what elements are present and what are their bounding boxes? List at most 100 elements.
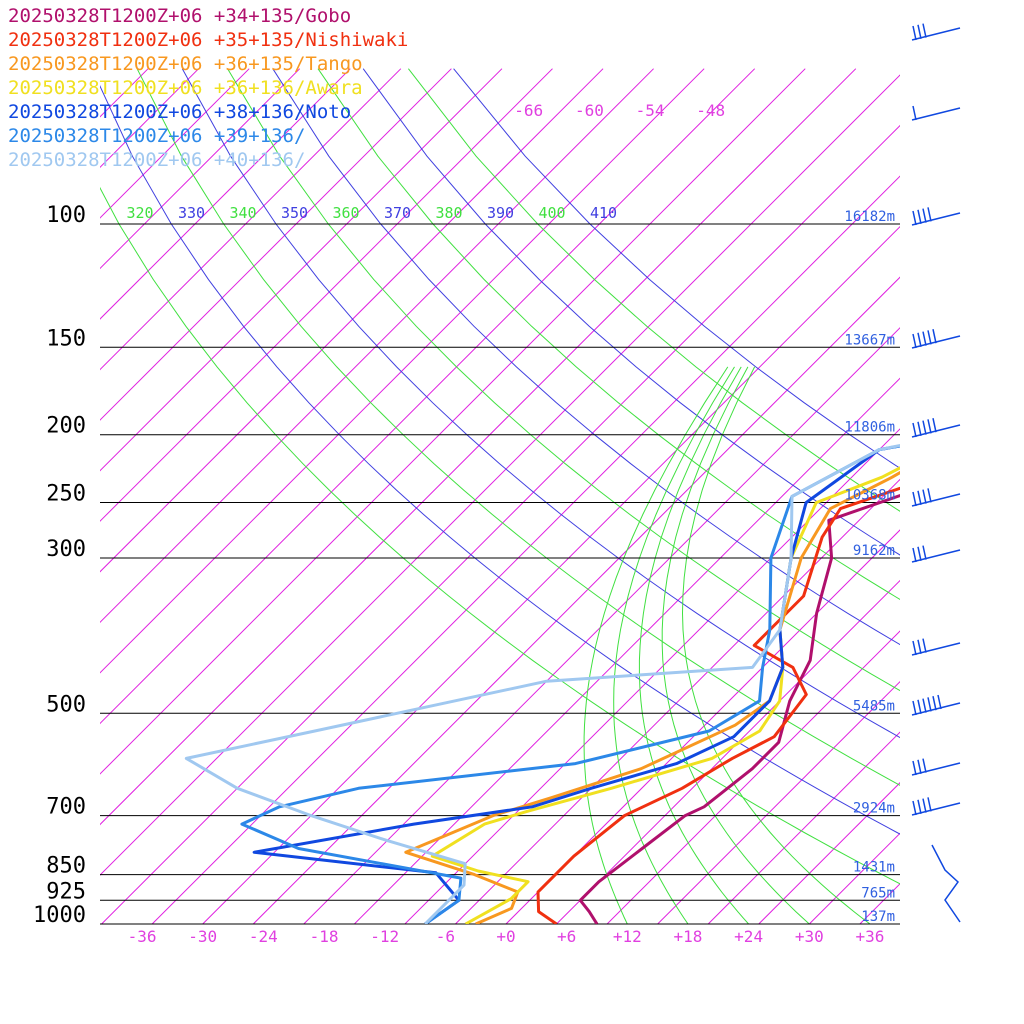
isotherm-line — [100, 68, 857, 826]
wind-barb-flag — [917, 699, 922, 714]
pressure-tick-label: 200 — [46, 414, 86, 439]
wind-barb — [911, 549, 961, 563]
isotherm-line — [505, 529, 900, 924]
isotherm-label: -54 — [636, 101, 665, 120]
wind-barb-flag — [922, 758, 927, 773]
isotherm-line — [100, 68, 553, 522]
isotherm-line — [100, 68, 250, 219]
wind-barb-flag — [917, 799, 922, 814]
isotherm-line — [100, 68, 301, 270]
isotherm-line — [100, 68, 654, 624]
theta-label: 360 — [332, 204, 359, 222]
wind-barb-flag — [922, 331, 927, 346]
wind-barb-flag — [922, 420, 927, 435]
height-label: 765m — [861, 885, 895, 901]
height-label: 9162m — [853, 543, 895, 559]
theta-label: 400 — [538, 204, 565, 222]
dry-adiabat-line — [136, 68, 900, 786]
isotherm-line — [404, 428, 900, 924]
legend-item: 20250328T1200Z+06 +40+136/ — [8, 149, 306, 171]
theta-label: 320 — [126, 204, 153, 222]
wind-barb-flag — [912, 333, 917, 349]
isotherm-line — [100, 68, 756, 725]
wind-barb-flag — [922, 638, 927, 653]
isotherm-label: -60 — [575, 101, 604, 120]
dry-adiabat-line — [453, 68, 900, 469]
profile-line — [430, 466, 900, 924]
theta-label: 410 — [590, 204, 617, 222]
wind-barb — [931, 844, 961, 923]
isotherm-line — [100, 68, 806, 775]
pressure-tick-label: 500 — [46, 692, 86, 717]
legend-item: 20250328T1200Z+06 +36+135/Tango — [8, 53, 363, 75]
wind-barb-flag — [912, 105, 917, 121]
isotherm-line — [252, 276, 900, 924]
wind-barb-flag — [917, 759, 922, 774]
wind-barb-flag — [927, 207, 932, 222]
wind-barb-flag — [932, 418, 937, 433]
wind-barb-flag — [912, 491, 917, 507]
wind-barb-flag — [927, 797, 932, 812]
wind-barb-flag — [912, 25, 917, 41]
isotherm-line — [100, 68, 705, 674]
legend-item: 20250328T1200Z+06 +36+136/Awara — [8, 77, 363, 99]
height-label: 5485m — [853, 698, 895, 714]
wind-barb-flag — [912, 422, 917, 438]
height-label: 13667m — [844, 332, 895, 348]
wind-barb — [911, 802, 961, 816]
theta-label: 340 — [229, 204, 256, 222]
height-label: 16182m — [844, 209, 895, 225]
pressure-tick-label: 250 — [46, 482, 86, 507]
isobar-lines — [100, 223, 900, 925]
wind-barb-flag — [927, 330, 932, 345]
isotherm-line — [657, 680, 900, 924]
dry-adiabat-line — [227, 68, 900, 692]
x-tick-label: +24 — [734, 927, 763, 946]
isotherm-line — [100, 68, 503, 472]
x-tick-label: -30 — [188, 927, 217, 946]
profile-line — [240, 444, 900, 924]
wind-barb — [911, 107, 961, 121]
height-label: 11806m — [844, 420, 895, 436]
height-label: 10368m — [844, 488, 895, 504]
pressure-tick-label: 100 — [46, 203, 86, 228]
x-tick-label: -36 — [128, 927, 157, 946]
wind-barb-flag — [922, 489, 927, 504]
wind-barb-flag — [937, 694, 942, 710]
x-tick-label: -6 — [436, 927, 455, 946]
wind-barb-flag — [912, 547, 917, 563]
isotherm-line — [556, 579, 900, 924]
x-tick-label: +12 — [613, 927, 642, 946]
wind-barb-flag — [922, 23, 927, 38]
dry-adiabat-line — [181, 68, 900, 739]
dry-adiabat-line — [362, 68, 900, 556]
x-tick-label: -12 — [370, 927, 399, 946]
wind-barb-flag — [922, 798, 927, 813]
isotherm-line — [606, 630, 900, 924]
wind-barb-flag — [917, 421, 922, 436]
height-label: 1431m — [853, 860, 895, 876]
wind-barb — [911, 762, 961, 776]
wind-barb — [911, 27, 961, 41]
isotherm-label: -66 — [514, 101, 543, 120]
pressure-tick-label: 150 — [46, 326, 86, 351]
pressure-tick-label: 700 — [46, 795, 86, 820]
x-tick-label: +18 — [674, 927, 703, 946]
isotherm-line — [910, 69, 1024, 924]
pressure-tick-label: 300 — [46, 537, 86, 562]
dry-adiabat-line — [408, 68, 900, 512]
isotherm-line — [961, 69, 1024, 924]
legend-item: 20250328T1200Z+06 +39+136/ — [8, 125, 306, 147]
height-label: 2924m — [853, 801, 895, 817]
profile-line — [536, 486, 900, 924]
isotherm-label: -48 — [696, 101, 725, 120]
theta-label: 330 — [178, 204, 205, 222]
height-label: 137m — [861, 909, 895, 925]
wind-barb-flag — [927, 419, 932, 434]
theta-label: 390 — [487, 204, 514, 222]
isotherm-line — [101, 124, 900, 924]
temperature-profiles — [184, 443, 900, 924]
wind-barb-flag — [932, 329, 937, 344]
pressure-tick-label: 1000 — [33, 903, 86, 928]
